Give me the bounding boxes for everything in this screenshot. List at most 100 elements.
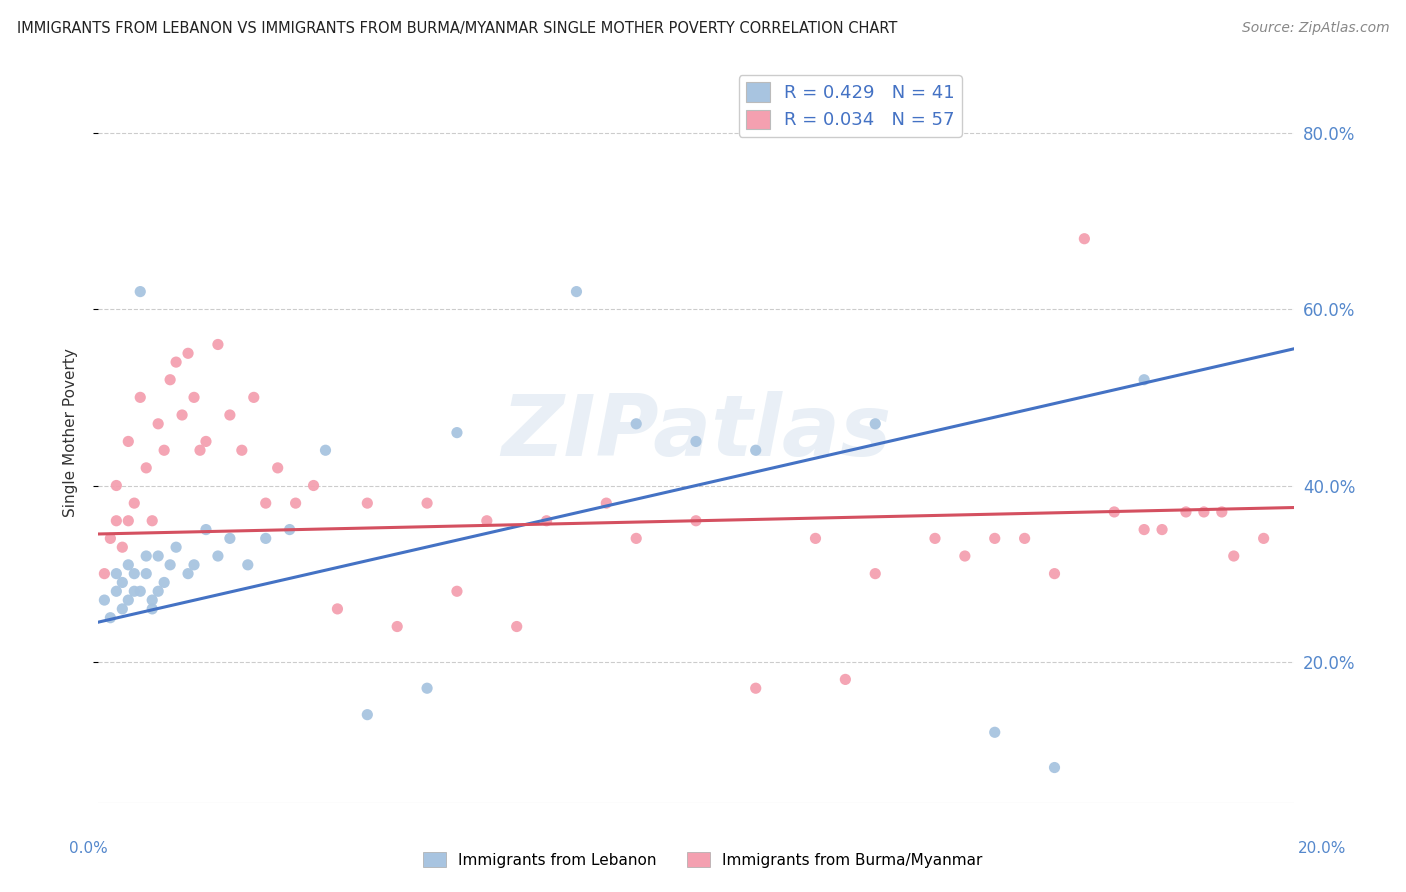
Point: [1014, 532, 1036, 546]
Text: 0.0%: 0.0%: [69, 841, 108, 856]
Point: [475, 514, 498, 528]
Point: [141, 602, 163, 616]
Point: [105, 566, 128, 581]
Point: [278, 523, 301, 537]
Point: [105, 478, 128, 492]
Point: [93, 566, 115, 581]
Point: [148, 549, 170, 563]
Point: [219, 408, 242, 422]
Text: Source: ZipAtlas.com: Source: ZipAtlas.com: [1241, 21, 1389, 35]
Point: [148, 417, 170, 431]
Point: [924, 532, 946, 546]
Point: [111, 540, 134, 554]
Point: [231, 443, 253, 458]
Point: [1192, 505, 1215, 519]
Point: [254, 496, 277, 510]
Point: [183, 558, 205, 572]
Point: [165, 355, 187, 369]
Point: [135, 566, 157, 581]
Point: [111, 575, 134, 590]
Point: [98, 610, 122, 624]
Point: [1152, 523, 1174, 537]
Text: 20.0%: 20.0%: [1298, 841, 1346, 856]
Point: [506, 619, 529, 633]
Text: ZIPatlas: ZIPatlas: [501, 391, 891, 475]
Point: [1104, 505, 1126, 519]
Point: [188, 443, 211, 458]
Point: [195, 523, 218, 537]
Point: [326, 602, 349, 616]
Point: [93, 593, 115, 607]
Point: [124, 566, 146, 581]
Point: [1211, 505, 1233, 519]
Point: [804, 532, 827, 546]
Point: [183, 390, 205, 404]
Point: [1133, 373, 1156, 387]
Legend: Immigrants from Lebanon, Immigrants from Burma/Myanmar: Immigrants from Lebanon, Immigrants from…: [418, 846, 988, 873]
Point: [159, 373, 181, 387]
Point: [165, 540, 187, 554]
Point: [153, 443, 176, 458]
Point: [1043, 760, 1066, 774]
Point: [141, 593, 163, 607]
Point: [159, 558, 181, 572]
Point: [565, 285, 588, 299]
Point: [1175, 505, 1198, 519]
Point: [865, 417, 887, 431]
Point: [177, 346, 200, 360]
Point: [254, 532, 277, 546]
Point: [172, 408, 194, 422]
Point: [153, 575, 176, 590]
Point: [416, 496, 439, 510]
Point: [105, 514, 128, 528]
Point: [446, 584, 468, 599]
Point: [105, 584, 128, 599]
Point: [953, 549, 976, 563]
Point: [595, 496, 617, 510]
Point: [117, 434, 139, 449]
Point: [1133, 523, 1156, 537]
Point: [117, 593, 139, 607]
Point: [207, 549, 229, 563]
Point: [745, 443, 768, 458]
Point: [267, 461, 290, 475]
Point: [446, 425, 468, 440]
Point: [865, 566, 887, 581]
Point: [177, 566, 200, 581]
Point: [416, 681, 439, 696]
Point: [1253, 532, 1275, 546]
Point: [685, 434, 707, 449]
Point: [207, 337, 229, 351]
Point: [984, 532, 1007, 546]
Point: [685, 514, 707, 528]
Point: [302, 478, 325, 492]
Y-axis label: Single Mother Poverty: Single Mother Poverty: [63, 348, 77, 517]
Point: [1073, 232, 1095, 246]
Point: [148, 584, 170, 599]
Legend: R = 0.429   N = 41, R = 0.034   N = 57: R = 0.429 N = 41, R = 0.034 N = 57: [738, 75, 962, 136]
Point: [117, 514, 139, 528]
Point: [124, 496, 146, 510]
Point: [626, 532, 648, 546]
Point: [385, 619, 409, 633]
Point: [135, 549, 157, 563]
Point: [834, 673, 856, 687]
Point: [129, 285, 152, 299]
Point: [243, 390, 266, 404]
Point: [315, 443, 337, 458]
Point: [129, 390, 152, 404]
Point: [626, 417, 648, 431]
Point: [124, 584, 146, 599]
Point: [356, 496, 378, 510]
Point: [745, 681, 768, 696]
Text: IMMIGRANTS FROM LEBANON VS IMMIGRANTS FROM BURMA/MYANMAR SINGLE MOTHER POVERTY C: IMMIGRANTS FROM LEBANON VS IMMIGRANTS FR…: [17, 21, 897, 36]
Point: [135, 461, 157, 475]
Point: [284, 496, 307, 510]
Point: [129, 584, 152, 599]
Point: [1043, 566, 1066, 581]
Point: [536, 514, 558, 528]
Point: [117, 558, 139, 572]
Point: [141, 514, 163, 528]
Point: [98, 532, 122, 546]
Point: [984, 725, 1007, 739]
